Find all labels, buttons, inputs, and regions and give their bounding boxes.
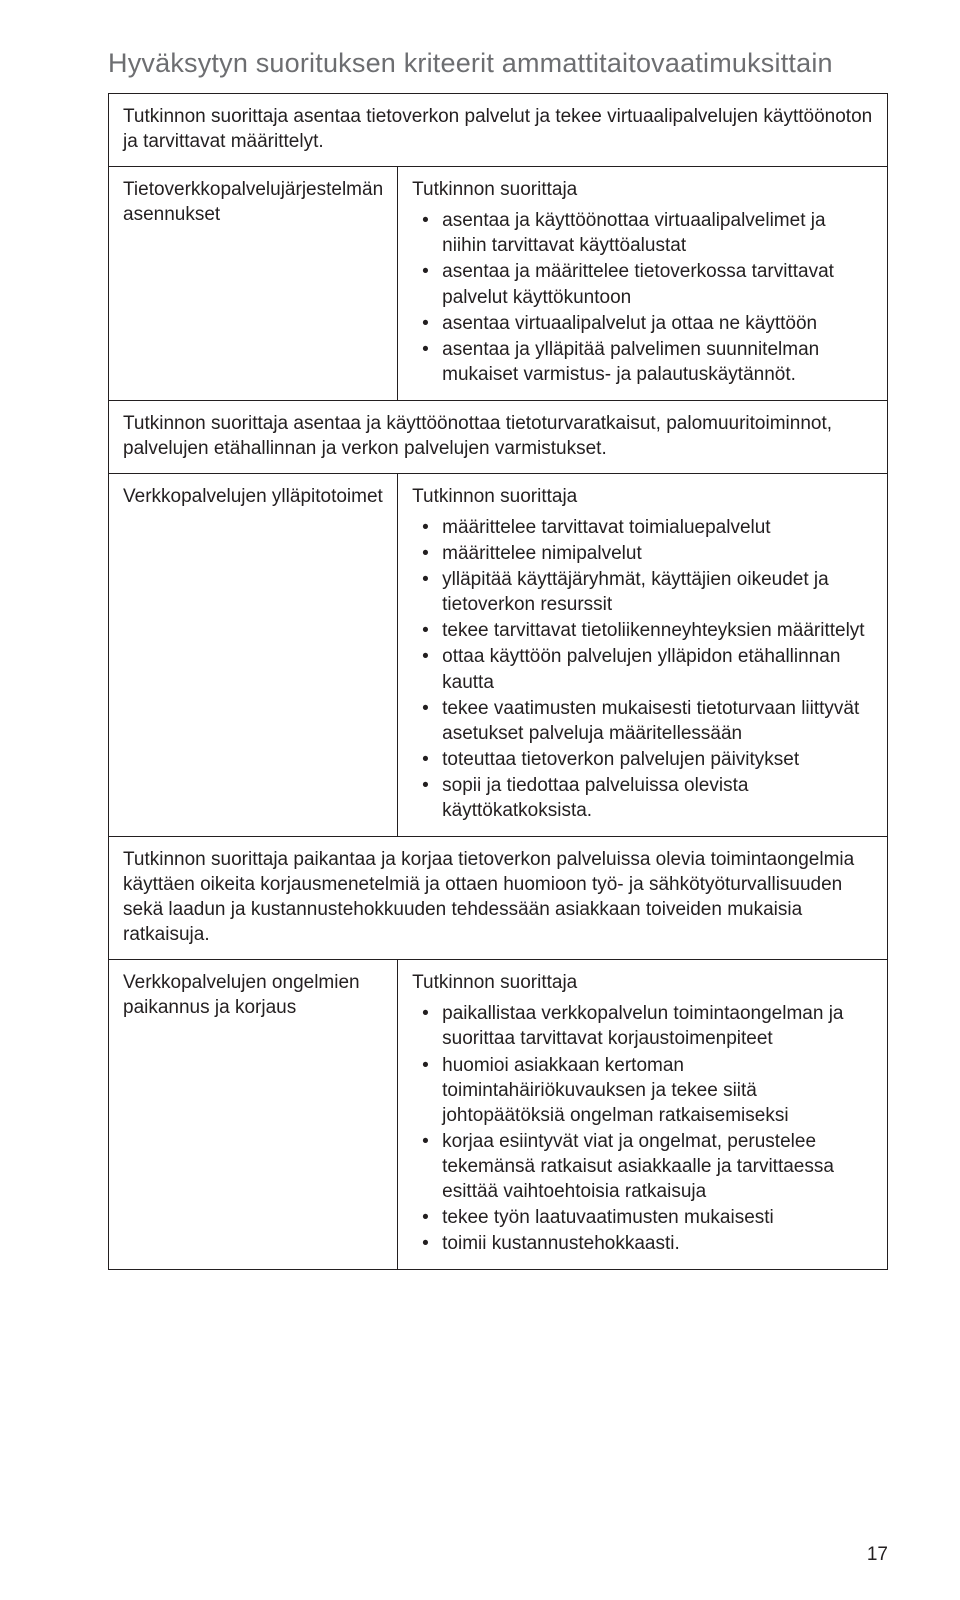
- bullet-list: asentaa ja käyttöönottaa virtuaalipalvel…: [412, 208, 873, 387]
- list-item: huomioi asiakkaan kertoman toimintahäiri…: [442, 1053, 873, 1128]
- list-item: paikallistaa verkkopalvelun toimintaonge…: [442, 1001, 873, 1051]
- criteria-table: Tutkinnon suorittaja asentaa tietoverkon…: [108, 93, 888, 1270]
- section-header: Tutkinnon suorittaja paikantaa ja korjaa…: [109, 837, 888, 960]
- page-title: Hyväksytyn suorituksen kriteerit ammatti…: [108, 48, 888, 79]
- list-item: tekee työn laatuvaatimusten mukaisesti: [442, 1205, 873, 1230]
- list-item: ylläpitää käyttäjäryhmät, käyttäjien oik…: [442, 567, 873, 617]
- bullet-list: paikallistaa verkkopalvelun toimintaonge…: [412, 1001, 873, 1256]
- table-row: Verkkopalvelujen ylläpitotoimet Tutkinno…: [109, 473, 888, 836]
- table-row: Tutkinnon suorittaja asentaa ja käyttöön…: [109, 400, 888, 473]
- criteria-content: Tutkinnon suorittaja asentaa ja käyttöön…: [398, 167, 888, 401]
- list-item: asentaa ja määrittelee tietoverkossa tar…: [442, 259, 873, 309]
- section-header: Tutkinnon suorittaja asentaa tietoverkon…: [109, 94, 888, 167]
- list-item: sopii ja tiedottaa palveluissa olevista …: [442, 773, 873, 823]
- table-row: Verkkopalvelujen ongelmien paikannus ja …: [109, 960, 888, 1270]
- intro-text: Tutkinnon suorittaja: [412, 484, 873, 509]
- criteria-label: Tietoverkkopalvelujärjestelmän asennukse…: [109, 167, 398, 401]
- list-item: ottaa käyttöön palvelujen ylläpidon etäh…: [442, 644, 873, 694]
- table-row: Tutkinnon suorittaja paikantaa ja korjaa…: [109, 837, 888, 960]
- list-item: asentaa ja ylläpitää palvelimen suunnite…: [442, 337, 873, 387]
- page-number: 17: [867, 1544, 888, 1566]
- table-row: Tutkinnon suorittaja asentaa tietoverkon…: [109, 94, 888, 167]
- bullet-list: määrittelee tarvittavat toimialuepalvelu…: [412, 515, 873, 823]
- criteria-content: Tutkinnon suorittaja määrittelee tarvitt…: [398, 473, 888, 836]
- list-item: asentaa ja käyttöönottaa virtuaalipalvel…: [442, 208, 873, 258]
- list-item: toteuttaa tietoverkon palvelujen päivity…: [442, 747, 873, 772]
- intro-text: Tutkinnon suorittaja: [412, 177, 873, 202]
- criteria-content: Tutkinnon suorittaja paikallistaa verkko…: [398, 960, 888, 1270]
- list-item: asentaa virtuaalipalvelut ja ottaa ne kä…: [442, 311, 873, 336]
- list-item: toimii kustannustehokkaasti.: [442, 1231, 873, 1256]
- intro-text: Tutkinnon suorittaja: [412, 970, 873, 995]
- document-page: Hyväksytyn suorituksen kriteerit ammatti…: [0, 0, 960, 1600]
- list-item: tekee tarvittavat tietoliikenneyhteyksie…: [442, 618, 873, 643]
- list-item: määrittelee tarvittavat toimialuepalvelu…: [442, 515, 873, 540]
- criteria-label: Verkkopalvelujen ongelmien paikannus ja …: [109, 960, 398, 1270]
- list-item: korjaa esiintyvät viat ja ongelmat, peru…: [442, 1129, 873, 1204]
- section-header: Tutkinnon suorittaja asentaa ja käyttöön…: [109, 400, 888, 473]
- list-item: määrittelee nimipalvelut: [442, 541, 873, 566]
- table-row: Tietoverkkopalvelujärjestelmän asennukse…: [109, 167, 888, 401]
- criteria-label: Verkkopalvelujen ylläpitotoimet: [109, 473, 398, 836]
- list-item: tekee vaatimusten mukaisesti tietoturvaa…: [442, 696, 873, 746]
